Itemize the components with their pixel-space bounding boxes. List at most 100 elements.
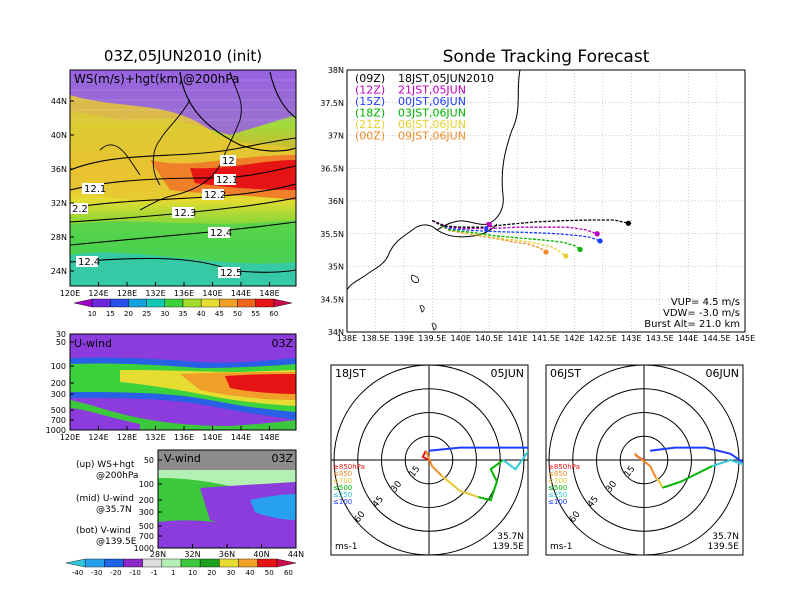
hodograph-trace xyxy=(650,446,743,464)
wind-colorbar-swatch xyxy=(104,558,124,568)
u-panel-label: U-wind xyxy=(74,337,112,350)
v-panel-time: 03Z xyxy=(271,452,293,465)
wind-colorbar-swatch xyxy=(199,558,220,568)
wind-colorbar-label: 20 xyxy=(207,569,216,577)
tracking-lat-ticks: 38N 37.5N 37N 36.5N 36N 35.5N 35N 34.5N 34N xyxy=(320,66,344,337)
u-lon-label: 124E xyxy=(88,433,108,442)
u-lon-label: 128E xyxy=(117,433,137,442)
ws-map-frame xyxy=(69,69,297,287)
tracking-lat-label: 37.5N xyxy=(320,99,344,108)
panel-legend-notes: (up) WS+hgt @200hPa (mid) U-wind @35.7N … xyxy=(76,460,138,547)
tracking-lat-label: 38N xyxy=(328,66,344,75)
ws-colorbar-label: 50 xyxy=(233,310,242,318)
contour-label: 12 xyxy=(222,156,235,167)
sonde-landing-point xyxy=(625,220,632,226)
hodograph-level-label: ≤500 xyxy=(333,484,352,492)
legend-time-code: (00Z) xyxy=(355,130,385,143)
hodograph-level-label: ≤850 xyxy=(333,470,352,478)
tracking-lat-label: 36.5N xyxy=(320,164,344,173)
contour-label-box xyxy=(218,267,240,278)
tracking-map-frame xyxy=(346,69,746,333)
contour-label-box xyxy=(76,256,98,267)
wind-colorbar-label: 50 xyxy=(265,569,274,577)
ws-lon-ticks: 120E 124E 128E 132E 136E 140E 144E 148E xyxy=(60,282,280,298)
contour-label: 12.4 xyxy=(78,257,100,268)
hodograph-trace xyxy=(711,458,743,468)
wind-colorbar-label: 60 xyxy=(284,569,293,577)
legend-time-code: (09Z) xyxy=(355,72,385,85)
v-pressure-label: 300 xyxy=(139,508,154,517)
tracking-lat-label: 35N xyxy=(328,263,344,272)
u-pressure-label: 50 xyxy=(56,338,66,347)
ws-map-title: 03Z,05JUN2010 (init) xyxy=(104,47,262,65)
ws-colorbar-label: 30 xyxy=(160,310,169,318)
tracking-lon-ticks: 138E 138.5E 139E 139.5E 140E 140.5E 141E 141.5E… xyxy=(337,334,755,343)
wind-colorbar-label: -10 xyxy=(129,569,140,577)
wind-colorbar-swatch xyxy=(257,558,278,568)
ws-colorbar-swatch xyxy=(255,298,275,308)
v-lat-label: 44N xyxy=(288,550,304,559)
ws-colorbar-swatch xyxy=(237,298,256,308)
sonde-landing-point xyxy=(597,238,603,244)
wind-colorbar-swatch xyxy=(84,558,105,568)
ws-colorbar-label: 25 xyxy=(142,310,151,318)
hodograph-level-label: ≤700 xyxy=(548,477,567,485)
v-pressure-label: 500 xyxy=(139,522,154,531)
ws-map: 12 12.1 12.1 12.2 12.3 12.4 12.4 12.5 2.… xyxy=(70,70,296,286)
tracking-lon-label: 145E xyxy=(735,334,755,343)
ws-lat-ticks: 44N 40N 36N 32N 28N 24N xyxy=(51,97,74,276)
hodograph-level-label: ≤250 xyxy=(333,491,352,499)
note-mid-2: @35.7N xyxy=(96,505,132,515)
note-bot-1: (bot) V-wind xyxy=(76,526,131,536)
ws-lon-tick-label: 128E xyxy=(117,289,137,298)
ws-colorbar-swatch xyxy=(146,298,166,308)
sonde-landing-point xyxy=(563,253,569,259)
ws-colorbar-swatch xyxy=(110,298,129,308)
v-pressure-label: 1000 xyxy=(134,544,154,553)
burst-marker xyxy=(484,226,489,231)
vdw-text: VDW= -3.0 m/s xyxy=(663,308,740,319)
ws-colorbar-swatch xyxy=(273,298,293,308)
u-pressure-label: 100 xyxy=(51,362,66,371)
contour-label: 12.5 xyxy=(220,268,242,279)
ws-lat-tick-label: 36N xyxy=(51,165,67,174)
wind-colorbar-swatch xyxy=(180,558,201,568)
hodograph-lon: 139.5E xyxy=(708,542,740,552)
v-lat-label: 40N xyxy=(253,550,269,559)
burst-marker xyxy=(486,222,492,228)
tracking-lat-label: 37N xyxy=(328,132,344,141)
vup-text: VUP= 4.5 m/s xyxy=(671,297,740,308)
hodograph-level-label: ≥850hPa xyxy=(333,463,365,471)
ws-map-annotation: WS(m/s)+hgt(km)@200hPa xyxy=(74,72,239,86)
legend-local-time: 18JST,05JUN2010 xyxy=(398,72,494,85)
ws-colorbar-swatch xyxy=(128,298,147,308)
v-panel-label: V-wind xyxy=(164,452,201,465)
wind-colorbar-label: 1 xyxy=(171,569,175,577)
tracking-title: Sonde Tracking Forecast xyxy=(443,47,650,67)
legend-time-code: (15Z) xyxy=(355,95,385,108)
ws-colorbar-label: 20 xyxy=(124,310,133,318)
u-lon-label: 144E xyxy=(231,433,251,442)
legend-local-time: 06JST,06JUN xyxy=(398,118,466,131)
v-lat-label: 32N xyxy=(184,550,200,559)
hodograph-trace xyxy=(440,474,479,498)
ws-lon-tick-label: 148E xyxy=(259,289,279,298)
contour-label-box xyxy=(70,203,88,214)
hodograph-trace xyxy=(428,446,528,452)
v-pressure-label: 50 xyxy=(144,456,154,465)
tracking-lon-label: 144.5E xyxy=(703,334,731,343)
ws-lat-tick-label: 28N xyxy=(51,233,67,242)
wind-colorbar-swatch xyxy=(161,558,182,568)
tracking-lon-label: 138.5E xyxy=(361,334,389,343)
tracking-lon-label: 139E xyxy=(394,334,414,343)
hodograph-level-label: ≤850 xyxy=(548,470,567,478)
tracking-grid xyxy=(347,70,745,332)
legend-time-code: (12Z) xyxy=(355,84,385,97)
u-panel-frame xyxy=(69,333,297,431)
ws-lon-tick-label: 140E xyxy=(202,289,222,298)
ws-lon-tick-label: 144E xyxy=(231,289,251,298)
note-bot-2: @139.5E xyxy=(96,537,137,547)
v-lower-purple xyxy=(158,520,296,548)
